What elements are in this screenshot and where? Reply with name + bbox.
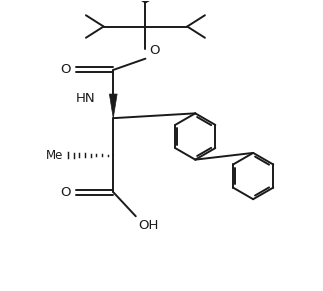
Polygon shape: [109, 94, 117, 118]
Text: O: O: [60, 63, 70, 77]
Text: Me: Me: [46, 149, 63, 162]
Text: HN: HN: [76, 92, 96, 105]
Text: O: O: [60, 186, 70, 199]
Text: O: O: [149, 44, 160, 57]
Text: OH: OH: [138, 219, 159, 233]
